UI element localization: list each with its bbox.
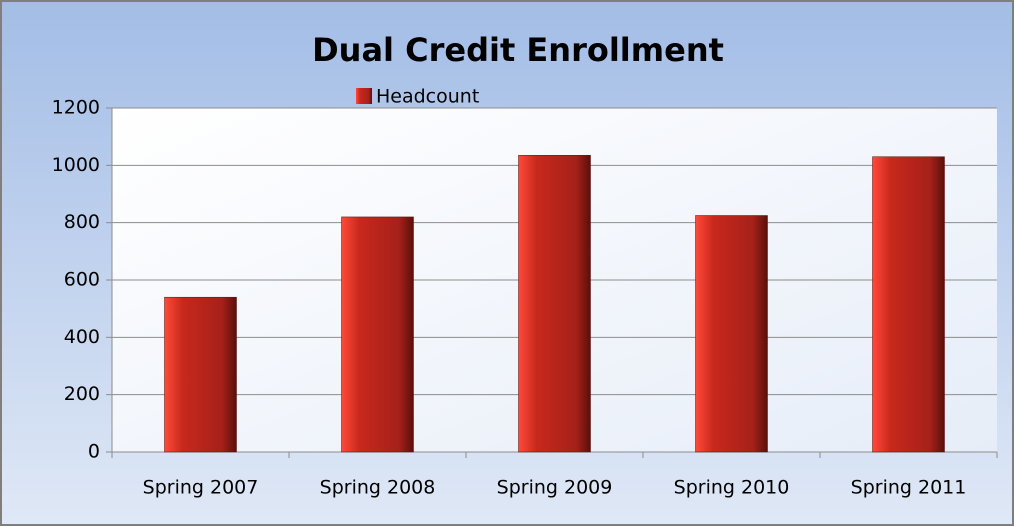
y-tick-label: 800 (64, 211, 100, 233)
y-tick-label: 1000 (52, 154, 100, 176)
x-tick-label: Spring 2011 (851, 477, 967, 499)
bar (872, 156, 945, 453)
legend-label: Headcount (376, 86, 479, 108)
bar (341, 216, 414, 453)
x-tick-label: Spring 2008 (320, 477, 436, 499)
y-tick-label: 0 (88, 441, 100, 463)
y-tick-label: 200 (64, 383, 100, 405)
x-tick-label: Spring 2010 (674, 477, 790, 499)
y-tick-label: 400 (64, 326, 100, 348)
x-tick-label: Spring 2007 (143, 477, 259, 499)
bar (518, 155, 591, 453)
bar (164, 296, 237, 453)
y-tick-label: 600 (64, 269, 100, 291)
legend-swatch (356, 88, 372, 104)
y-tick-label: 1200 (52, 97, 100, 119)
bar (695, 215, 768, 453)
chart-title: Dual Credit Enrollment (312, 31, 724, 69)
x-tick-label: Spring 2009 (497, 477, 613, 499)
